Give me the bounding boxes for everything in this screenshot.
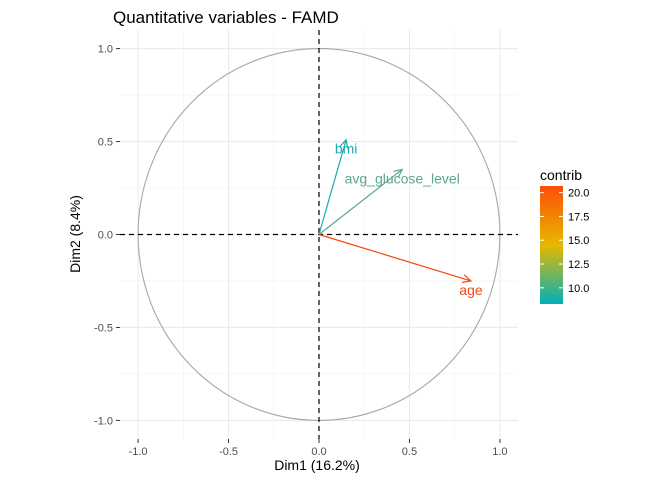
- arrow-bmi: [318, 139, 347, 235]
- y-tick-label: 1.0: [98, 44, 113, 56]
- y-tick-label: 0.5: [98, 137, 113, 149]
- legend-tick-label: 10.0: [568, 283, 589, 295]
- arrowhead-avg_glucose_level: [393, 168, 404, 178]
- x-tick-label: -1.0: [129, 446, 148, 458]
- y-axis-label: Dim2 (8.4%): [67, 195, 83, 273]
- x-tick-label: 0.0: [311, 446, 326, 458]
- x-axis-label: Dim1 (16.2%): [274, 457, 360, 473]
- x-tick-label: -0.5: [219, 446, 238, 458]
- legend-tick-label: 20.0: [568, 188, 589, 200]
- arrowhead-age: [461, 274, 473, 283]
- arrowhead-bmi: [339, 138, 349, 149]
- contrib-legend: contrib 10.0 12.5 15.0 17.5 20.0: [540, 167, 589, 304]
- legend-tick-label: 12.5: [568, 259, 589, 271]
- x-tick-label: 0.5: [402, 446, 417, 458]
- legend-colorbar: [540, 186, 563, 304]
- arrow-age: [318, 233, 472, 282]
- legend-tick-label: 15.0: [568, 235, 589, 247]
- legend-title: contrib: [540, 167, 582, 183]
- label-bmi: bmi: [335, 141, 358, 157]
- arrow-avg_glucose_level: [318, 168, 403, 235]
- x-tick-label: 1.0: [492, 446, 507, 458]
- label-age: age: [459, 282, 483, 298]
- y-tick-label: -0.5: [94, 322, 113, 334]
- y-tick-label: 0.0: [98, 230, 113, 242]
- plot-panel: -1.0 -0.5 0.0 0.5 1.0 -1.0 -0.5 0.0 0.5 1.0 bmi avg…: [94, 30, 518, 458]
- chart-title: Quantitative variables - FAMD: [113, 8, 339, 27]
- y-tick-label: -1.0: [94, 415, 113, 427]
- legend-tick-label: 17.5: [568, 211, 589, 223]
- label-avg_glucose_level: avg_glucose_level: [345, 170, 460, 186]
